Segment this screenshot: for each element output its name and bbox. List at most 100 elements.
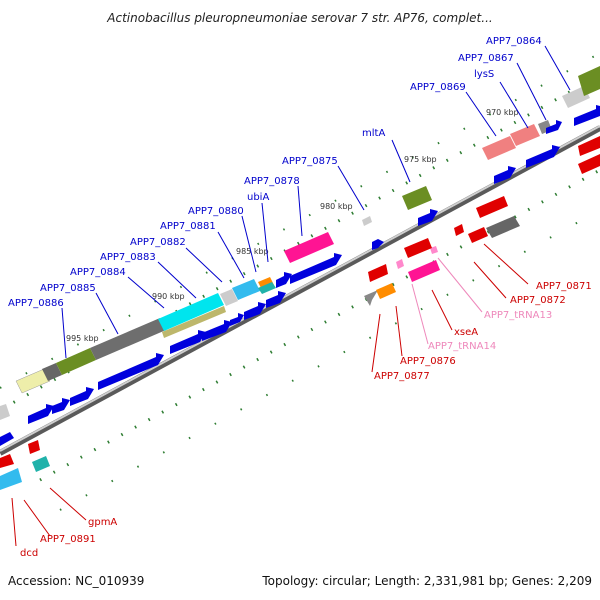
scale-label-980: 980 kbp [320,202,353,211]
label-app7-0891[interactable]: APP7_0891 [40,534,96,545]
lower-features [0,136,600,490]
feature-lyss-box[interactable] [510,124,540,146]
feature-app7-0878-box[interactable] [258,282,276,294]
label-app7-trna13[interactable]: APP7_tRNA13 [484,310,552,321]
leader-app7-0864 [544,45,571,91]
arrow-fwd-18[interactable] [574,105,600,126]
label-app7-0864[interactable]: APP7_0864 [486,36,542,47]
label-lyss[interactable]: lysS [474,69,494,80]
label-app7-trna14[interactable]: APP7_tRNA14 [428,341,496,352]
arrow-fwd-17[interactable] [546,120,562,134]
feature-right-red-1[interactable] [578,136,600,156]
backbone-line [0,125,600,456]
label-xsea[interactable]: xseA [454,327,478,338]
feature-app7-0881-box[interactable] [220,289,238,306]
label-app7-0869[interactable]: APP7_0869 [410,82,466,93]
feature-app7-0870-box[interactable] [476,196,508,218]
label-app7-0872[interactable]: APP7_0872 [510,295,566,306]
arrow-fwd-3[interactable] [52,398,70,414]
leader-dcd [11,497,17,547]
label-ubia[interactable]: ubiA [247,192,269,203]
feature-app7-0880-box[interactable] [232,279,260,300]
arrow-fwd-12[interactable] [290,253,342,284]
feature-app7-0876-box[interactable] [368,264,388,282]
feature-app7-0873-box[interactable] [454,224,464,236]
arrow-fwd-9[interactable] [244,302,266,320]
leader-mlta [391,139,411,183]
leader-xsea [431,289,453,331]
label-app7-0867[interactable]: APP7_0867 [458,53,514,64]
label-app7-0886[interactable]: APP7_0886 [8,298,64,309]
feature-app7-0872-box[interactable] [404,238,432,258]
feature-app7-0877b-box[interactable] [376,283,396,299]
arrow-fwd-8[interactable] [230,313,244,326]
feature-right-red-2[interactable] [578,154,600,174]
arrow-fwd-7[interactable] [202,320,232,341]
leader-app7-0882 [185,247,223,283]
label-app7-0882[interactable]: APP7_0882 [130,237,186,248]
feature-app7-0863-box[interactable] [578,66,600,96]
leader-app7-0878 [297,185,303,237]
label-app7-0884[interactable]: APP7_0884 [70,267,126,278]
leader-app7-0869 [465,91,497,137]
feature-app7-0885-box[interactable] [42,363,62,381]
feature-gpma-box[interactable] [32,456,50,472]
upper-features [0,66,600,420]
arrow-fwd-10[interactable] [266,291,286,308]
arrow-fwd-6[interactable] [170,330,206,354]
map-title: Actinobacillus pleuropneumoniae serovar … [106,11,492,25]
feature-app7-0891-box[interactable] [28,440,40,454]
lower-leaders [11,243,529,547]
label-app7-0885[interactable]: APP7_0885 [40,283,96,294]
label-dcd[interactable]: dcd [20,548,38,559]
feature-app7-0869-box[interactable] [482,136,516,160]
feature-app7-0877-box[interactable] [364,290,378,306]
label-mlta[interactable]: mltA [362,128,385,139]
leader-app7-0886 [61,307,67,359]
feature-dcd-red[interactable] [0,454,14,468]
arrow-fwd-4[interactable] [70,387,94,406]
upper-leaders [61,45,571,359]
feature-dcd-box[interactable] [0,468,22,490]
feature-app7-0882b-box[interactable] [162,306,226,338]
feature-app7-0871b-box[interactable] [486,216,520,238]
arrow-fwd-11[interactable] [276,272,292,288]
feature-app7-0871-box[interactable] [468,227,488,243]
arrow-fwd-1[interactable] [0,432,14,446]
feature-mlta-box[interactable] [402,186,432,210]
leader-app7-0883 [157,261,197,299]
label-gpma[interactable]: gpmA [88,517,117,528]
leader-app7-0881 [217,231,245,279]
label-app7-0875[interactable]: APP7_0875 [282,156,338,167]
leader-app7-0867 [516,62,547,121]
feature-app7-trna14-box[interactable] [396,259,404,269]
label-app7-0876[interactable]: APP7_0876 [400,356,456,367]
arrow-fwd-16[interactable] [526,145,560,168]
label-app7-0871[interactable]: APP7_0871 [536,281,592,292]
arrow-fwd-5[interactable] [98,353,164,390]
arrow-fwd-15[interactable] [494,166,516,184]
leader-app7-0884 [127,276,165,309]
feature-app7-0883-box[interactable] [90,318,166,360]
upper-gene-labels: APP7_0864 APP7_0867 lysS APP7_0869 mltA … [8,36,542,309]
label-app7-0880[interactable]: APP7_0880 [188,206,244,217]
label-app7-0878[interactable]: APP7_0878 [244,176,300,187]
feature-mlta-small-box[interactable] [362,216,372,226]
feature-app7-0875-box[interactable] [284,232,334,263]
feature-xsea-box[interactable] [408,260,440,282]
feature-app7-0882-box[interactable] [158,293,224,331]
leader-ubia [261,202,269,263]
feature-app7-0884-box[interactable] [56,348,96,375]
label-app7-0877[interactable]: APP7_0877 [374,371,430,382]
arrow-fwd-2[interactable] [28,404,54,424]
label-app7-0883[interactable]: APP7_0883 [100,252,156,263]
leader-app7-0875 [337,165,365,211]
arrow-fwd-14[interactable] [418,209,438,226]
leader-app7-0877 [371,313,381,373]
arrow-fwd-13[interactable] [372,239,384,250]
leader-app7-0885 [95,292,119,335]
label-app7-0881[interactable]: APP7_0881 [160,221,216,232]
leader-app7-0872 [473,261,507,299]
feature-left-edge-box[interactable] [0,404,10,420]
